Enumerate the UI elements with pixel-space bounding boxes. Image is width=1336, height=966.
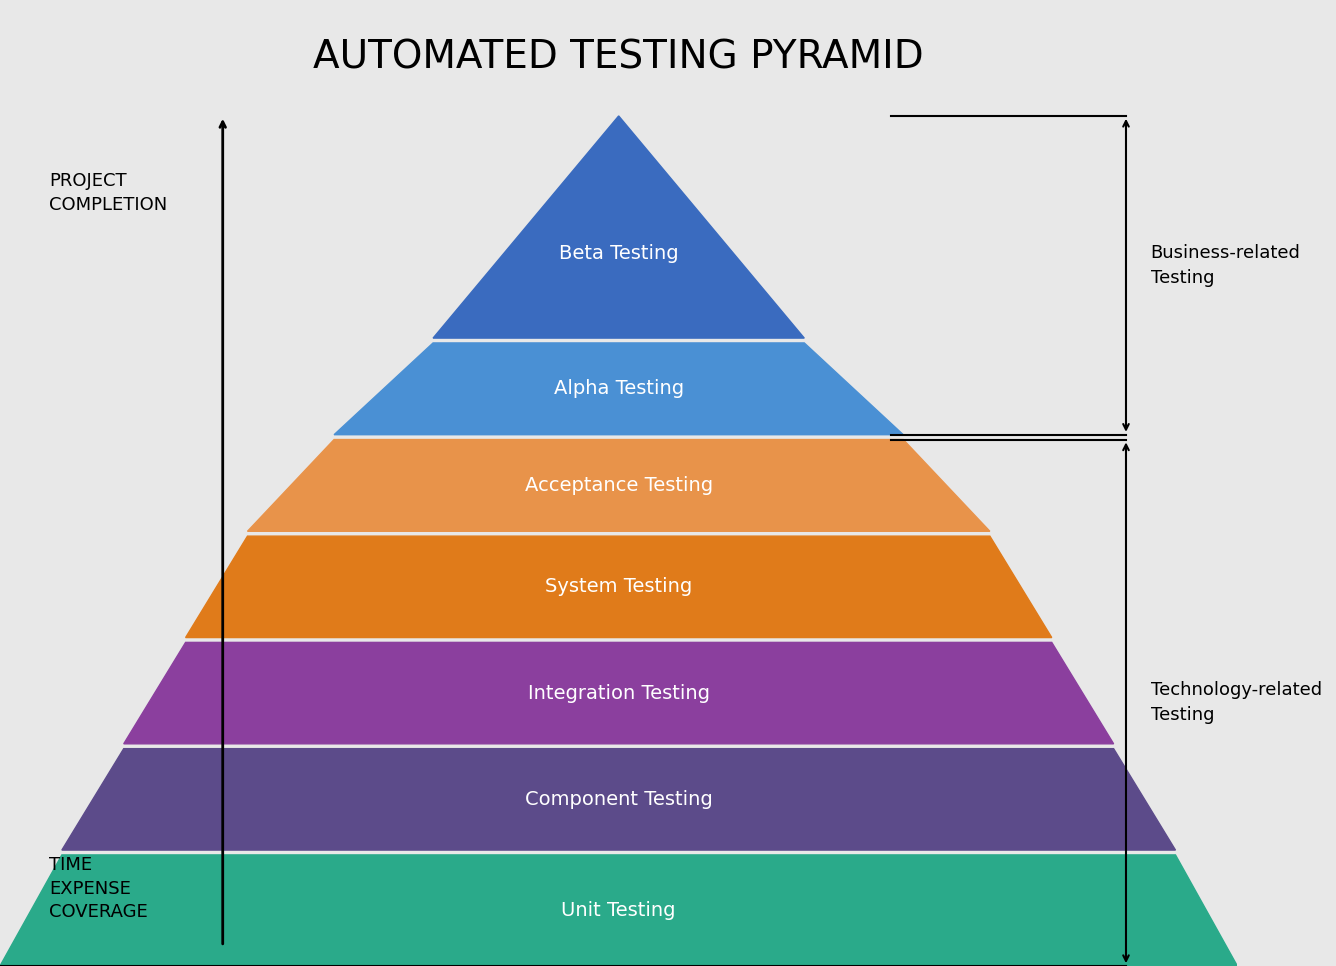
Polygon shape xyxy=(61,749,1176,850)
Text: Beta Testing: Beta Testing xyxy=(558,244,679,263)
Text: Business-related
Testing: Business-related Testing xyxy=(1150,244,1301,287)
Text: System Testing: System Testing xyxy=(545,578,692,596)
Polygon shape xyxy=(0,855,1237,966)
Text: TIME
EXPENSE
COVERAGE: TIME EXPENSE COVERAGE xyxy=(49,856,148,922)
Polygon shape xyxy=(433,116,804,338)
Text: Alpha Testing: Alpha Testing xyxy=(553,380,684,398)
Polygon shape xyxy=(247,440,990,531)
Text: PROJECT
COMPLETION: PROJECT COMPLETION xyxy=(49,172,168,214)
Polygon shape xyxy=(186,536,1051,638)
Text: AUTOMATED TESTING PYRAMID: AUTOMATED TESTING PYRAMID xyxy=(314,39,925,76)
Polygon shape xyxy=(334,343,903,435)
Text: Unit Testing: Unit Testing xyxy=(561,901,676,920)
Text: Technology-related
Testing: Technology-related Testing xyxy=(1150,681,1321,724)
Text: Component Testing: Component Testing xyxy=(525,790,712,809)
Text: Integration Testing: Integration Testing xyxy=(528,684,709,702)
Polygon shape xyxy=(124,642,1114,744)
Text: Acceptance Testing: Acceptance Testing xyxy=(525,476,712,495)
